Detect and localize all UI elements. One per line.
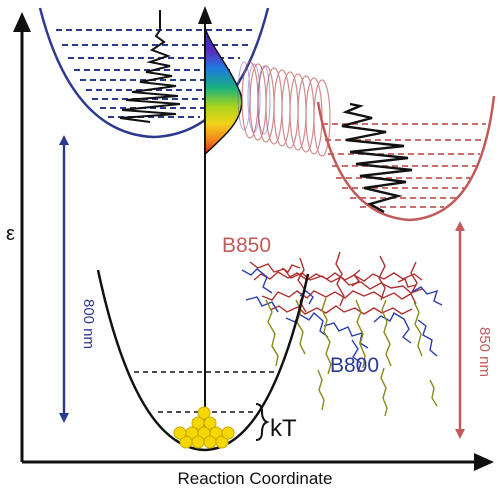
- kt-label: kT: [270, 415, 297, 442]
- b800-spectrum-trace: [119, 10, 181, 123]
- wavelength-800-label: 800 nm: [80, 299, 97, 349]
- y-axis-label: ε: [6, 223, 15, 245]
- transition-arrowhead: [198, 6, 212, 24]
- thermal-population: [173, 406, 235, 449]
- kt-indicator: kT: [255, 403, 297, 442]
- y-axis-arrowhead: [13, 12, 31, 32]
- b800-label: B800: [330, 354, 379, 377]
- absorption-spectrum-lobe: [204, 27, 243, 156]
- b850-excited-well: [316, 95, 496, 222]
- lh2-molecule-illustration: [241, 251, 443, 417]
- b850-vibrational-levels: [322, 123, 486, 208]
- b800-well-curve: [38, 7, 270, 139]
- axes: ε Reaction Coordinate: [6, 12, 494, 488]
- energy-transfer-waves: [241, 61, 331, 157]
- b850-well-curve: [316, 95, 496, 222]
- ground-well-curve: [96, 269, 310, 452]
- arrow-850nm: 850 nm: [455, 221, 493, 439]
- x-axis-arrowhead: [474, 453, 494, 471]
- x-axis-label: Reaction Coordinate: [178, 469, 333, 488]
- b850-spectrum-trace: [341, 102, 413, 214]
- transition-column: [198, 6, 243, 428]
- wavelength-850-label: 850 nm: [476, 327, 493, 377]
- kt-brace: [255, 403, 270, 441]
- b850-label: B850: [222, 234, 271, 257]
- arrow-800nm: 800 nm: [59, 135, 97, 423]
